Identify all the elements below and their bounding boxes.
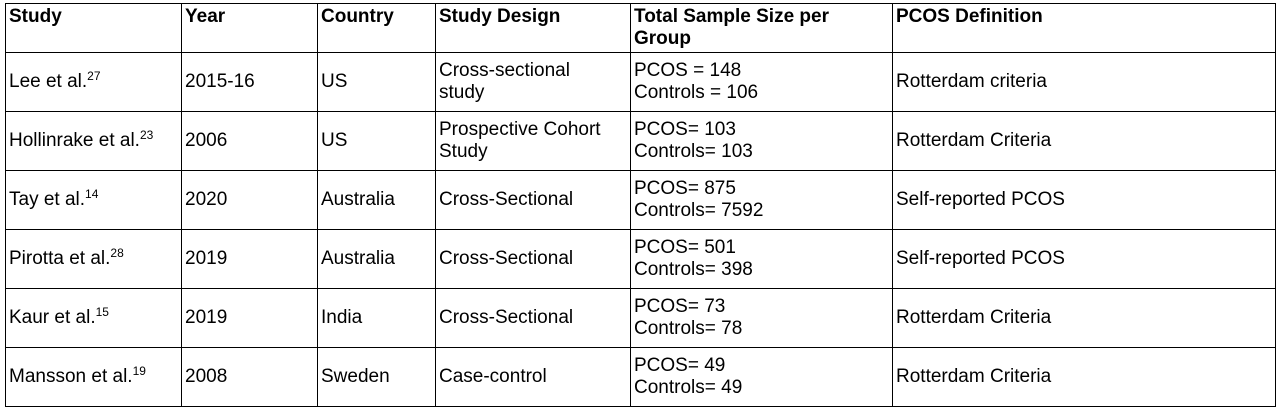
header-year: Year: [181, 3, 318, 53]
cell-sample-size: PCOS= 73 Controls= 78: [630, 288, 893, 348]
reference-number: 15: [95, 305, 109, 319]
cell-country: Australia: [317, 170, 436, 230]
study-design-line2: study: [439, 82, 485, 103]
cell-year: 2019: [181, 229, 318, 289]
reference-number: 19: [132, 364, 146, 378]
table-row: Mansson et al.19 2008 Sweden Case-contro…: [5, 347, 1276, 407]
cell-year: 2019: [181, 288, 318, 348]
study-design-line1: Prospective Cohort: [439, 119, 601, 140]
table-header: Study Year Country Study Design Total Sa…: [5, 3, 1276, 53]
sample-controls: Controls= 78: [634, 318, 743, 339]
reference-number: 14: [85, 187, 99, 201]
header-sample-size-line2: Group: [634, 28, 691, 49]
header-sample-size-line1: Total Sample Size per: [634, 6, 829, 27]
studies-table: Study Year Country Study Design Total Sa…: [5, 3, 1276, 407]
cell-year: 2006: [181, 111, 318, 171]
cell-country: US: [317, 111, 436, 171]
table-row: Pirotta et al.28 2019 Australia Cross-Se…: [5, 229, 1276, 289]
study-design-line1: Cross-Sectional: [439, 248, 574, 269]
table-row: Hollinrake et al.23 2006 US Prospective …: [5, 111, 1276, 171]
cell-country: Australia: [317, 229, 436, 289]
cell-sample-size: PCOS= 49 Controls= 49: [630, 347, 893, 407]
cell-study-design: Case-control: [435, 347, 631, 407]
cell-study-design: Cross-Sectional: [435, 288, 631, 348]
table-row: Lee et al.27 2015-16 US Cross-sectional …: [5, 52, 1276, 112]
study-design-line1: Cross-sectional: [439, 60, 570, 81]
header-study-design: Study Design: [435, 3, 631, 53]
sample-pcos: PCOS= 501: [634, 237, 736, 258]
sample-controls: Controls= 103: [634, 141, 753, 162]
cell-sample-size: PCOS = 148 Controls = 106: [630, 52, 893, 112]
cell-study-design: Cross-Sectional: [435, 170, 631, 230]
cell-year: 2015-16: [181, 52, 318, 112]
cell-sample-size: PCOS= 103 Controls= 103: [630, 111, 893, 171]
cell-study-design: Cross-Sectional: [435, 229, 631, 289]
cell-year: 2020: [181, 170, 318, 230]
cell-country: US: [317, 52, 436, 112]
cell-study-design: Prospective Cohort Study: [435, 111, 631, 171]
cell-study-design: Cross-sectional study: [435, 52, 631, 112]
cell-study: Hollinrake et al.23: [5, 111, 182, 171]
cell-country: India: [317, 288, 436, 348]
study-design-line1: Cross-Sectional: [439, 189, 574, 210]
study-author: Lee et al.: [9, 71, 88, 92]
header-row: Study Year Country Study Design Total Sa…: [5, 3, 1276, 53]
cell-pcos-definition: Rotterdam Criteria: [892, 288, 1276, 348]
sample-pcos: PCOS= 875: [634, 178, 736, 199]
sample-controls: Controls= 49: [634, 377, 743, 398]
study-author: Mansson et al.: [9, 366, 133, 387]
cell-pcos-definition: Self-reported PCOS: [892, 229, 1276, 289]
cell-sample-size: PCOS= 501 Controls= 398: [630, 229, 893, 289]
study-author: Kaur et al.: [9, 307, 96, 328]
sample-pcos: PCOS= 49: [634, 355, 726, 376]
cell-pcos-definition: Rotterdam Criteria: [892, 347, 1276, 407]
cell-study: Kaur et al.15: [5, 288, 182, 348]
cell-study: Pirotta et al.28: [5, 229, 182, 289]
cell-country: Sweden: [317, 347, 436, 407]
header-study: Study: [5, 3, 182, 53]
sample-controls: Controls = 106: [634, 82, 759, 103]
sample-controls: Controls= 398: [634, 259, 753, 280]
table-body: Lee et al.27 2015-16 US Cross-sectional …: [5, 52, 1276, 407]
study-author: Pirotta et al.: [9, 248, 111, 269]
table-row: Tay et al.14 2020 Australia Cross-Sectio…: [5, 170, 1276, 230]
cell-study: Lee et al.27: [5, 52, 182, 112]
study-design-line1: Cross-Sectional: [439, 307, 574, 328]
reference-number: 27: [87, 69, 101, 83]
cell-sample-size: PCOS= 875 Controls= 7592: [630, 170, 893, 230]
header-sample-size: Total Sample Size per Group: [630, 3, 893, 53]
study-design-line2: Study: [439, 141, 488, 162]
cell-pcos-definition: Rotterdam Criteria: [892, 111, 1276, 171]
table-row: Kaur et al.15 2019 India Cross-Sectional…: [5, 288, 1276, 348]
study-design-line1: Case-control: [439, 366, 547, 387]
reference-number: 23: [139, 128, 154, 142]
sample-pcos: PCOS= 73: [634, 296, 726, 317]
cell-pcos-definition: Self-reported PCOS: [892, 170, 1276, 230]
sample-pcos: PCOS = 148: [634, 60, 742, 81]
header-pcos-definition: PCOS Definition: [892, 3, 1276, 53]
sample-pcos: PCOS= 103: [634, 119, 736, 140]
cell-year: 2008: [181, 347, 318, 407]
sample-controls: Controls= 7592: [634, 200, 764, 221]
reference-number: 28: [110, 246, 124, 260]
study-author: Tay et al.: [9, 189, 86, 210]
cell-pcos-definition: Rotterdam criteria: [892, 52, 1276, 112]
header-country: Country: [317, 3, 436, 53]
study-author: Hollinrake et al.: [9, 130, 140, 151]
cell-study: Mansson et al.19: [5, 347, 182, 407]
cell-study: Tay et al.14: [5, 170, 182, 230]
